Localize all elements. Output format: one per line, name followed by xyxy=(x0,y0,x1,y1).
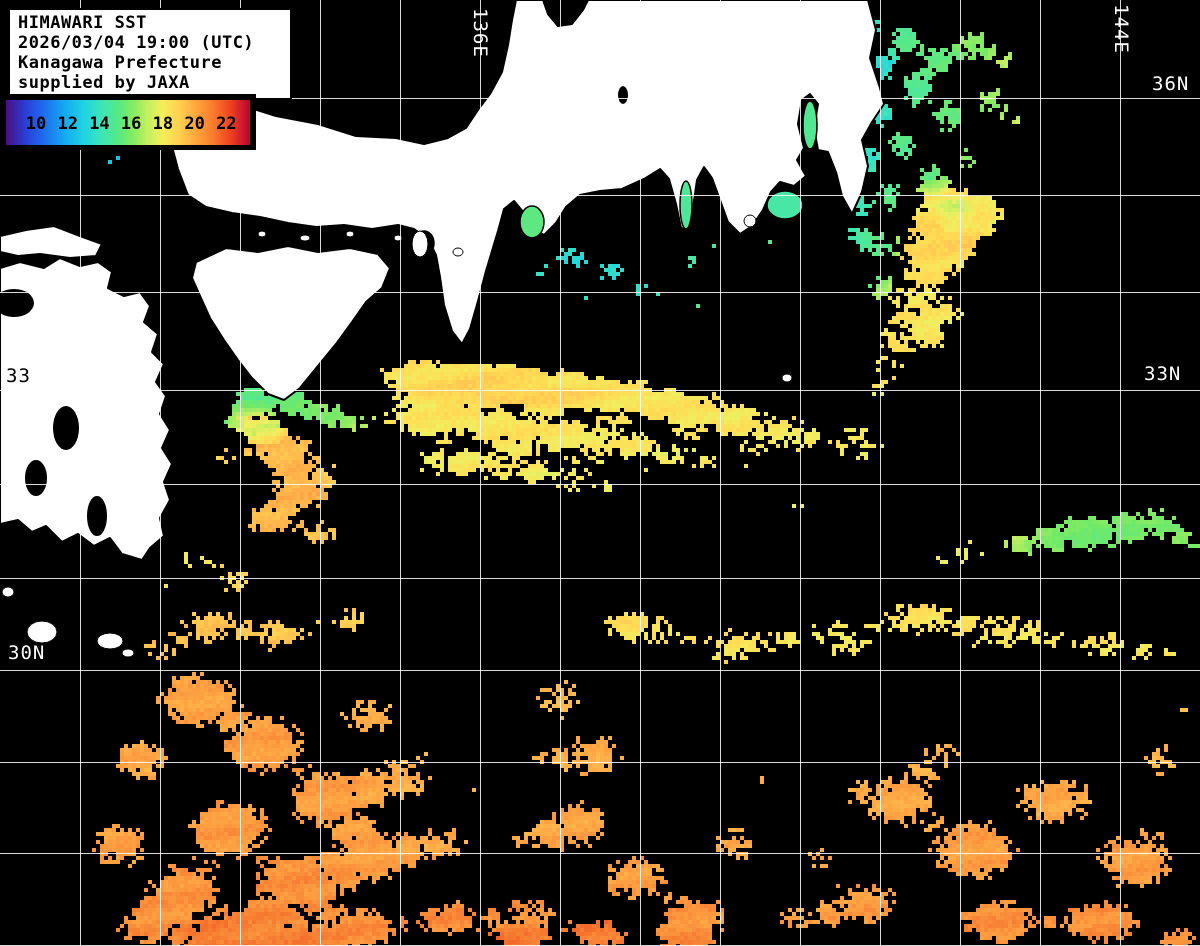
title-line-product: HIMAWARI SST xyxy=(18,13,147,33)
colorbar-legend: 10 12 14 16 18 20 22 xyxy=(0,94,256,150)
grid-label-36n: 36N xyxy=(1152,73,1190,95)
colorbar-tick: 20 xyxy=(184,114,205,134)
colorbar-tick: 10 xyxy=(25,114,47,134)
colorbar-tick: 18 xyxy=(152,114,174,134)
grid-label-30n: 30N xyxy=(8,642,46,664)
colorbar-tick: 12 xyxy=(57,114,78,134)
grid-label-144e: 144E xyxy=(1110,4,1132,54)
colorbar-gradient xyxy=(6,100,250,145)
grid-label-33: 33 xyxy=(6,365,31,387)
grid-label-136e: 136E xyxy=(469,8,491,58)
colorbar-tick: 14 xyxy=(89,114,110,134)
title-line-source: supplied by JAXA xyxy=(18,73,190,93)
colorbar-tick: 16 xyxy=(120,114,142,134)
title-box: HIMAWARI SST 2026/03/04 19:00 (UTC) Kana… xyxy=(8,8,292,100)
colorbar-tick: 22 xyxy=(216,114,237,134)
grid-label-33n: 33N xyxy=(1144,363,1182,385)
title-line-datetime: 2026/03/04 19:00 (UTC) xyxy=(18,33,255,53)
title-line-region: Kanagawa Prefecture xyxy=(18,53,222,73)
